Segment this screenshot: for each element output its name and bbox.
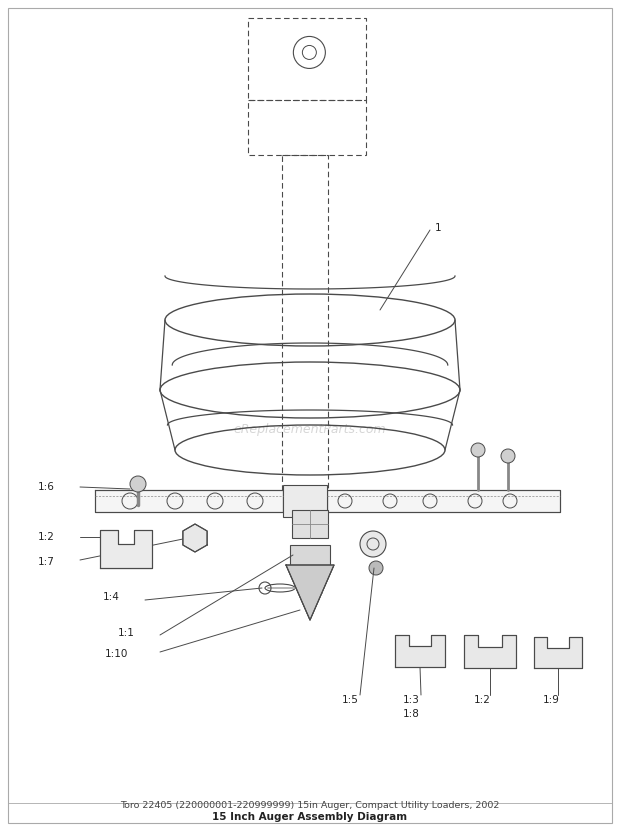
Circle shape: [501, 449, 515, 463]
Circle shape: [360, 531, 386, 557]
Bar: [290, 545, 330, 565]
Polygon shape: [327, 490, 560, 512]
Text: 1:1: 1:1: [118, 628, 135, 638]
Bar: [248, 18, 366, 100]
Text: 1:4: 1:4: [103, 592, 120, 602]
Polygon shape: [395, 635, 445, 667]
Polygon shape: [95, 490, 283, 512]
Bar: [283, 485, 327, 517]
Circle shape: [130, 476, 146, 492]
Text: Toro 22405 (220000001-220999999) 15in Auger, Compact Utility Loaders, 2002: Toro 22405 (220000001-220999999) 15in Au…: [120, 800, 500, 809]
Text: 1:6: 1:6: [38, 482, 55, 492]
Polygon shape: [183, 524, 207, 552]
Polygon shape: [286, 565, 334, 620]
Text: eReplacementParts.com: eReplacementParts.com: [234, 424, 386, 436]
Text: 1: 1: [435, 223, 441, 233]
Text: 15 Inch Auger Assembly Diagram: 15 Inch Auger Assembly Diagram: [213, 812, 407, 822]
Circle shape: [369, 561, 383, 575]
Polygon shape: [100, 530, 152, 568]
Bar: [292, 510, 328, 538]
Text: 1:7: 1:7: [38, 557, 55, 567]
Text: 1:10: 1:10: [105, 649, 128, 659]
Text: 1:3: 1:3: [403, 695, 420, 705]
Circle shape: [471, 443, 485, 457]
Bar: [248, 100, 366, 155]
Text: 1:2: 1:2: [474, 695, 491, 705]
Bar: [282, 155, 328, 490]
Text: 1:2: 1:2: [38, 532, 55, 542]
Polygon shape: [534, 637, 582, 668]
Text: 1:8: 1:8: [403, 709, 420, 719]
Text: 1:5: 1:5: [342, 695, 359, 705]
Text: 1:9: 1:9: [543, 695, 560, 705]
Polygon shape: [464, 635, 516, 668]
